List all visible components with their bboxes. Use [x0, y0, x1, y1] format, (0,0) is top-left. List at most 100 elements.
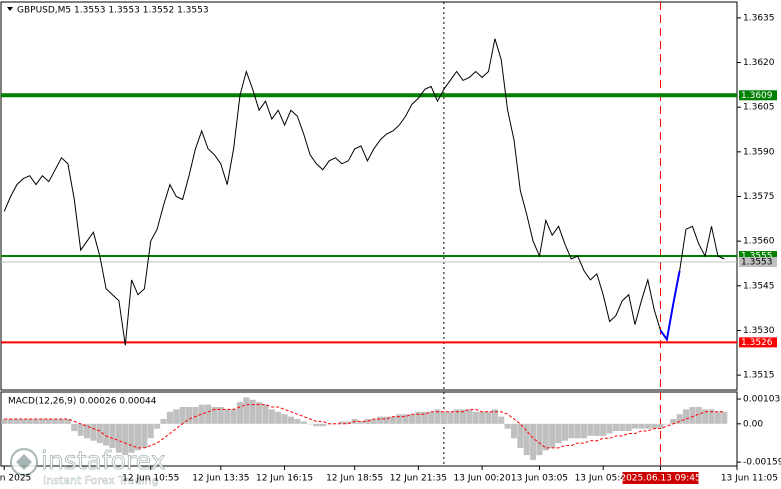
histogram-bar — [294, 419, 301, 424]
level-label-box — [739, 251, 777, 262]
histogram-bar — [574, 423, 581, 439]
y-tick-label: 1.3530 — [743, 326, 775, 336]
histogram-bar — [542, 423, 549, 451]
level-label-box — [739, 90, 777, 101]
menu-arrow — [7, 7, 13, 11]
histogram-bar — [345, 421, 352, 424]
histogram-bar — [561, 423, 568, 441]
histogram-bar — [1, 419, 8, 424]
histogram-bar — [166, 411, 173, 424]
histogram-bar — [122, 423, 129, 456]
histogram-bar — [587, 423, 594, 436]
y-tick-label: 1.3515 — [743, 371, 775, 381]
histogram-bar — [256, 402, 263, 424]
marks — [1, 2, 741, 470]
histogram-bar — [20, 419, 27, 424]
histogram-bar — [358, 421, 365, 424]
x-tick-label: 13 Jun 05:45 — [575, 474, 632, 484]
histogram-bar — [205, 404, 212, 424]
histogram-bar — [52, 419, 59, 424]
histogram-bar — [7, 419, 14, 424]
histogram-bar — [307, 423, 314, 425]
histogram-bar — [275, 411, 282, 424]
histogram-bar — [619, 423, 626, 432]
logo-tagline: Instant Forex Trading — [43, 474, 159, 487]
histogram-bar — [549, 423, 556, 448]
histogram-bar — [695, 406, 702, 424]
histogram-bar — [71, 423, 78, 432]
y-tick-label: 0.00103 — [743, 395, 780, 405]
x-tick-label: 12 Jun 2025 — [0, 474, 31, 484]
y-tick-label: 1.3560 — [743, 237, 775, 247]
histogram-bar — [428, 411, 435, 424]
histogram-bar — [90, 423, 97, 441]
histogram-bar — [638, 423, 645, 429]
histogram-bar — [408, 414, 416, 424]
histogram-bar — [147, 423, 154, 439]
histogram-bar — [447, 411, 454, 424]
histogram-bar — [39, 419, 46, 424]
histogram-bar — [211, 406, 218, 424]
histogram-bar — [625, 423, 632, 432]
histogram-bar — [536, 423, 543, 456]
histogram-bar — [185, 406, 193, 424]
x-tick-label: 12 Jun 16:15 — [256, 474, 313, 484]
histogram-bar — [530, 423, 537, 460]
histogram-bar — [364, 419, 371, 424]
level-label-box — [739, 256, 777, 267]
price-line — [3, 38, 725, 346]
histogram-bar — [287, 416, 294, 424]
highlight-line — [659, 270, 681, 342]
histogram-bar — [581, 423, 588, 439]
histogram-bar — [491, 409, 498, 424]
histogram-bar — [224, 409, 231, 424]
histogram-bar — [517, 423, 524, 448]
y-tick-label: 1.3635 — [743, 13, 775, 23]
y-tick-label: 1.3575 — [743, 192, 775, 202]
x-tick-highlight — [622, 472, 699, 484]
histogram-bar — [115, 423, 122, 453]
histogram-bar — [600, 423, 607, 436]
histogram-bar — [96, 423, 103, 444]
y-tick-label: 1.3590 — [743, 147, 775, 157]
histogram-bar — [714, 411, 721, 424]
histogram-bar — [103, 423, 110, 446]
histogram-bar — [230, 409, 237, 424]
histogram-bar — [440, 411, 447, 424]
x-tick-label: 12 Jun 10:55 — [122, 474, 179, 484]
histogram-bar — [45, 419, 52, 424]
histogram-bar — [466, 409, 473, 424]
histogram-bar — [128, 423, 135, 453]
histogram-bar — [708, 409, 715, 424]
x-tick-label: 13 Jun 11:05 — [721, 474, 778, 484]
histogram-bar — [236, 402, 243, 424]
histogram-bar — [154, 423, 161, 429]
histogram-bar — [657, 423, 664, 429]
histogram-bar — [319, 423, 326, 427]
macd-title: MACD(12,26,9) 0.00026 0.00044 — [8, 397, 157, 407]
histogram-bar — [498, 416, 505, 424]
histogram-bar — [523, 423, 530, 456]
histogram-bar — [606, 423, 613, 434]
histogram-bar — [593, 423, 600, 436]
histogram-bar — [173, 409, 180, 424]
logo: instaforex Instant Forex Trading — [10, 446, 166, 487]
histogram-bar — [268, 409, 275, 424]
chart-title: GBPUSD,M5 1.3553 1.3553 1.3552 1.3553 — [17, 6, 209, 16]
macd-frame — [0, 391, 738, 467]
histogram-bar — [338, 421, 345, 424]
x-tick-label: 13 Jun 03:05 — [511, 474, 568, 484]
level-label-box — [739, 337, 777, 348]
histogram-bar — [676, 414, 683, 424]
level-label: 1.3553 — [741, 257, 773, 267]
histogram-bar — [160, 419, 167, 424]
histogram-bar — [689, 406, 696, 424]
histogram-bar — [109, 423, 116, 448]
y-tick-label: 0.00 — [743, 419, 763, 429]
histogram-bar — [141, 423, 148, 448]
y-tick-label: 1.3605 — [743, 103, 775, 113]
histogram-bar — [179, 406, 186, 424]
overlays: GBPUSD,M5 1.3553 1.3553 1.3552 1.3553 MA… — [0, 6, 781, 488]
